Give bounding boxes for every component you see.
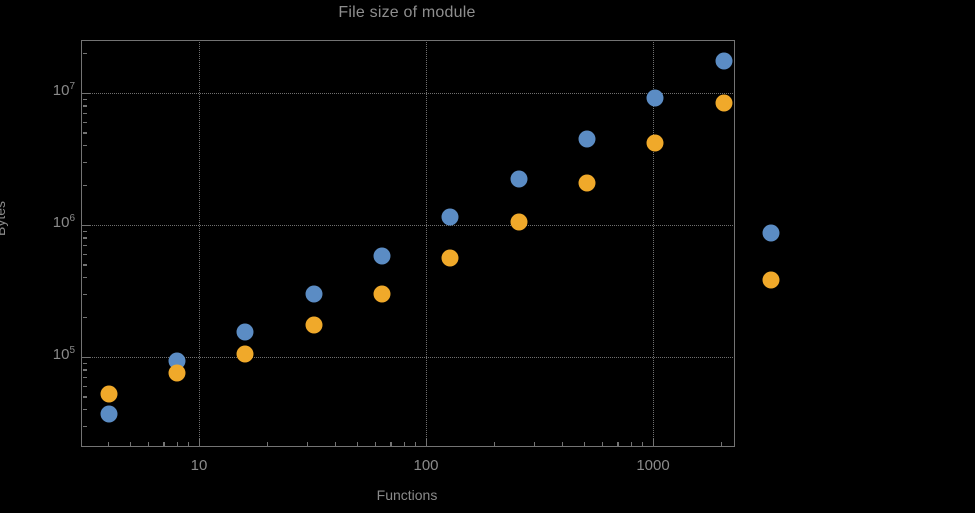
- gridline-vertical: [653, 40, 654, 447]
- chart-title: File size of module: [338, 4, 476, 21]
- x-tick-minor: [642, 441, 644, 446]
- data-point-series2: [578, 174, 596, 192]
- x-tick-minor: [602, 441, 604, 446]
- y-tick-minor: [82, 396, 87, 398]
- x-tick-minor: [617, 441, 619, 446]
- x-tick-minor: [335, 441, 337, 446]
- x-tick-minor: [266, 441, 269, 446]
- data-point-series1: [715, 52, 733, 70]
- y-tick-minor: [82, 244, 87, 247]
- x-tick-label: 100: [413, 457, 439, 474]
- gridline-horizontal: [81, 357, 735, 358]
- data-point-series2: [100, 385, 118, 403]
- y-tick-minor: [82, 362, 87, 364]
- gridline-horizontal: [81, 225, 735, 226]
- y-tick-minor: [82, 52, 87, 55]
- y-tick-minor: [82, 121, 87, 124]
- data-point-series2: [762, 271, 780, 289]
- y-tick-minor: [82, 376, 87, 379]
- x-axis-title: Functions: [376, 487, 438, 503]
- plot-frame: [81, 40, 735, 447]
- x-tick-label: 10: [190, 457, 208, 474]
- y-tick-minor: [82, 237, 87, 239]
- y-tick-minor: [82, 409, 87, 411]
- y-tick-label: 105: [52, 345, 75, 364]
- x-tick-label: 1000: [636, 457, 670, 474]
- x-tick-minor: [584, 441, 586, 446]
- y-tick-label-base: 10: [52, 346, 70, 363]
- y-tick-minor: [82, 230, 87, 232]
- data-point-series2: [646, 134, 664, 152]
- y-tick-minor: [82, 98, 87, 100]
- data-point-series1: [646, 89, 664, 107]
- x-tick-minor: [148, 441, 150, 446]
- x-tick-major: [652, 438, 654, 446]
- x-tick-minor: [130, 441, 132, 446]
- data-point-series1: [236, 323, 254, 341]
- x-tick-minor: [630, 441, 632, 446]
- y-tick-label-exponent: 6: [69, 213, 75, 224]
- data-point-series2: [715, 94, 733, 112]
- x-tick-minor: [188, 441, 190, 446]
- y-tick-label: 106: [52, 213, 75, 232]
- data-point-series2: [441, 249, 459, 267]
- x-tick-major: [198, 438, 200, 446]
- data-point-series2: [373, 285, 391, 303]
- data-point-series1: [305, 285, 323, 303]
- x-tick-minor: [163, 441, 165, 446]
- x-tick-minor: [390, 441, 392, 446]
- data-point-series2: [168, 364, 186, 382]
- y-tick-minor: [82, 385, 87, 388]
- y-tick-minor: [82, 425, 87, 427]
- gridline-vertical: [426, 40, 427, 447]
- x-tick-minor: [562, 441, 564, 446]
- x-tick-minor: [720, 441, 723, 446]
- data-point-series1: [510, 170, 528, 187]
- data-point-series1: [100, 405, 118, 423]
- y-tick-minor: [82, 316, 87, 319]
- y-tick-minor: [82, 369, 87, 371]
- x-tick-minor: [403, 441, 405, 446]
- y-tick-label: 107: [52, 81, 75, 100]
- y-tick-minor: [82, 264, 87, 266]
- y-tick-minor: [82, 161, 87, 163]
- y-tick-label-exponent: 7: [69, 81, 75, 92]
- y-tick-minor: [82, 277, 87, 279]
- x-tick-major: [425, 438, 427, 446]
- y-tick-minor: [82, 132, 87, 134]
- data-point-series1: [441, 208, 459, 226]
- y-tick-minor: [82, 253, 87, 256]
- x-tick-minor: [533, 441, 536, 446]
- y-tick-label-base: 10: [52, 214, 70, 231]
- x-tick-minor: [306, 441, 309, 446]
- data-point-series1: [373, 247, 391, 265]
- data-point-series1: [762, 224, 780, 242]
- x-tick-minor: [176, 441, 178, 446]
- y-tick-major: [82, 356, 90, 358]
- y-tick-minor: [82, 293, 87, 295]
- y-tick-major: [82, 224, 90, 226]
- y-tick-label-exponent: 5: [69, 345, 75, 356]
- data-point-series2: [236, 345, 254, 363]
- x-tick-minor: [357, 441, 359, 446]
- gridline-vertical: [199, 40, 200, 447]
- y-tick-minor: [82, 145, 87, 147]
- x-tick-minor: [493, 441, 496, 446]
- x-tick-minor: [375, 441, 377, 446]
- gridline-horizontal: [81, 93, 735, 94]
- y-tick-minor: [82, 112, 87, 115]
- data-point-series2: [510, 213, 528, 231]
- y-tick-label-base: 10: [52, 82, 70, 99]
- x-tick-minor: [108, 441, 110, 446]
- x-tick-minor: [415, 441, 417, 446]
- y-axis-title: Bytes: [0, 200, 8, 236]
- y-tick-major: [82, 92, 90, 94]
- y-tick-minor: [82, 184, 87, 187]
- data-point-series2: [305, 316, 323, 334]
- y-tick-minor: [82, 105, 87, 107]
- data-point-series1: [578, 130, 596, 148]
